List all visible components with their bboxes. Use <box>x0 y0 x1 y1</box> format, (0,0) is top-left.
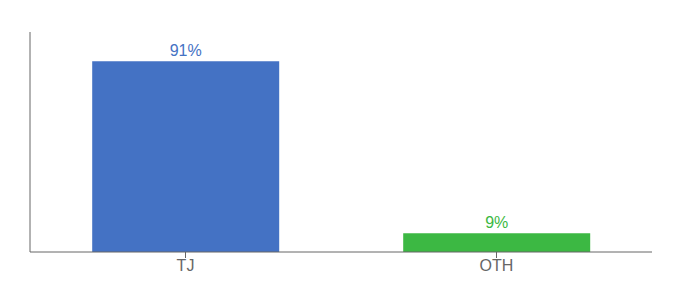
svg-text:TJ: TJ <box>177 257 195 274</box>
svg-text:9%: 9% <box>485 214 508 231</box>
svg-text:OTH: OTH <box>480 257 514 274</box>
svg-text:91%: 91% <box>170 42 202 59</box>
